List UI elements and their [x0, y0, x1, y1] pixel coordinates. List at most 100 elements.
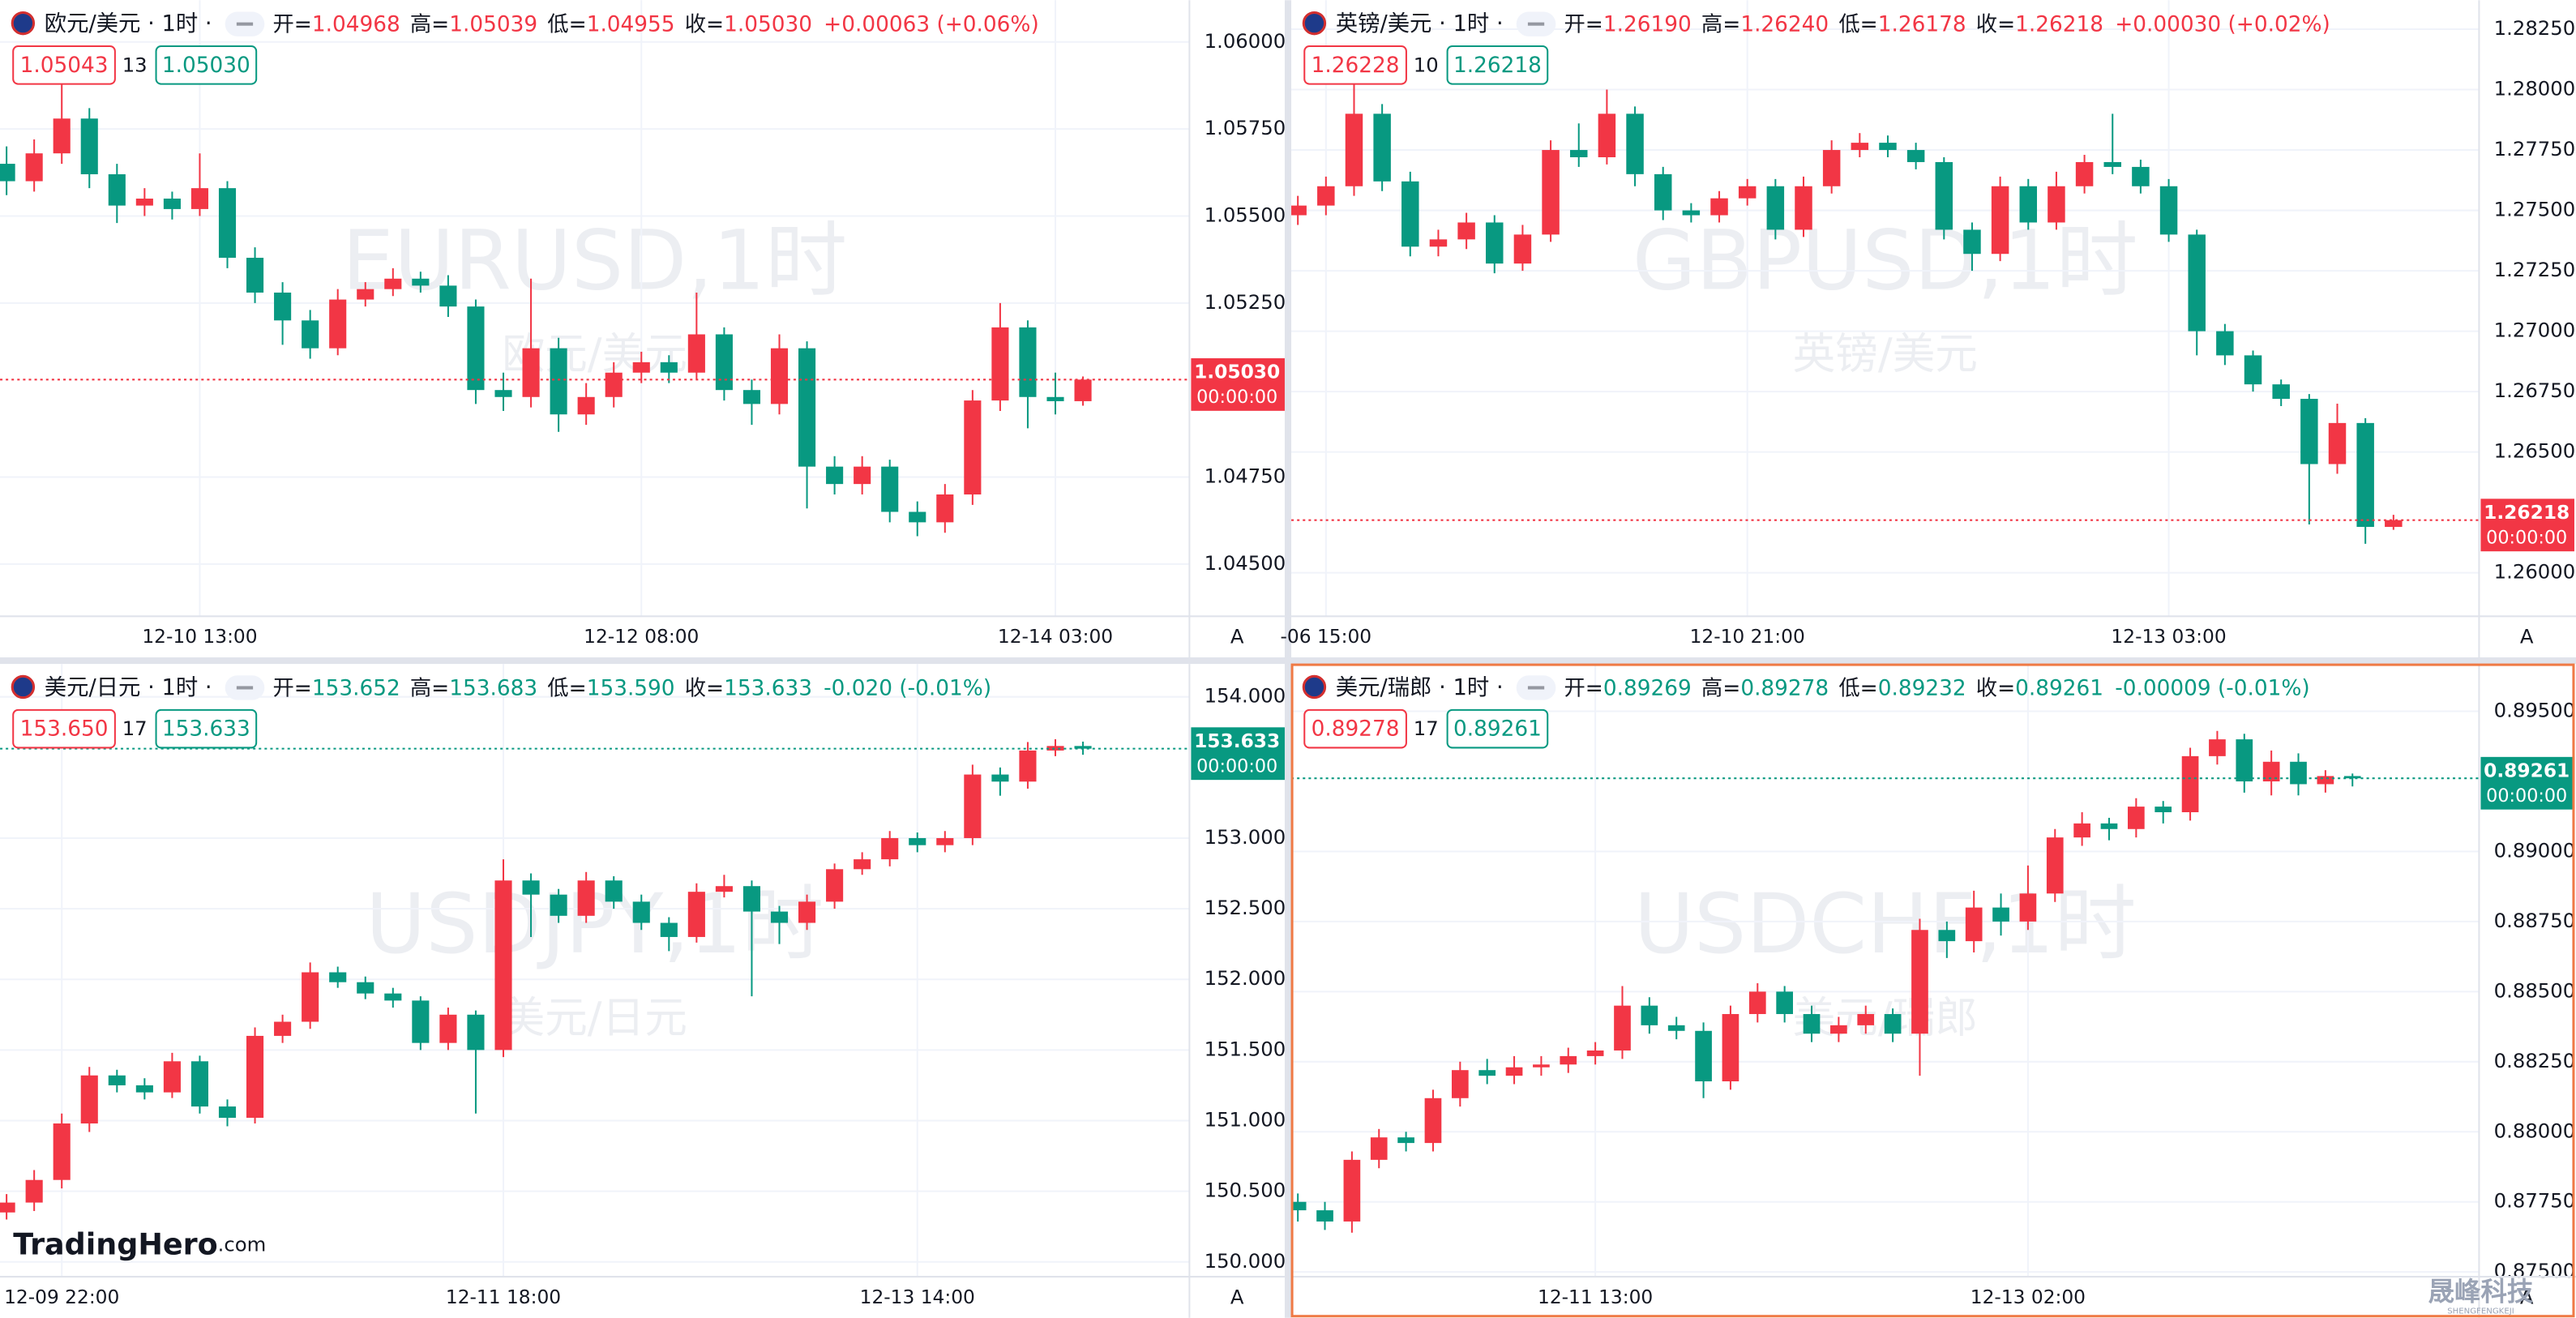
candle-body: [1291, 205, 1307, 216]
candle-body: [25, 1179, 43, 1203]
candle-body: [1667, 1025, 1685, 1031]
candle-body: [715, 886, 733, 892]
y-tick-label: 1.05500: [1205, 203, 1286, 226]
y-tick-label: 0.88250: [2494, 1049, 2576, 1072]
bid-box[interactable]: [1303, 45, 1407, 85]
candle-body: [53, 118, 71, 154]
candle-body: [384, 278, 402, 289]
candle-body: [2100, 823, 2118, 829]
bid-box[interactable]: [1303, 708, 1407, 749]
candle-body: [798, 348, 816, 467]
stat-label: 收=: [1976, 676, 2015, 700]
spread: 17: [122, 717, 148, 740]
y-tick-label: 152.000: [1205, 966, 1286, 990]
candle-body: [522, 880, 540, 895]
x-tick-label: 12-10 13:00: [142, 626, 257, 648]
y-tick-label: 151.000: [1205, 1108, 1286, 1132]
stat-value: 153.590: [587, 676, 675, 700]
stat-value: 0.89278: [1740, 676, 1829, 700]
y-tick-label: 1.28000: [2494, 77, 2576, 101]
price-label-box: [2480, 499, 2574, 552]
watermark: GBPUSD,1时: [1632, 212, 2138, 308]
y-tick-label: 0.89500: [2494, 699, 2576, 722]
candle-body: [991, 327, 1009, 401]
bid-box[interactable]: [12, 45, 116, 85]
stat-label: 开=: [1564, 676, 1603, 700]
stat-label: 收=: [1976, 12, 2015, 36]
candle-body: [2300, 399, 2318, 464]
y-tick-label: 150.500: [1205, 1179, 1286, 1202]
x-tick-label: 12-14 03:00: [998, 626, 1113, 648]
candle-body: [494, 880, 512, 1051]
axis-mode-button[interactable]: A: [2520, 625, 2534, 648]
candle-body: [522, 348, 540, 397]
candle-body: [1738, 186, 1757, 199]
y-tick-label: 154.000: [1205, 684, 1286, 708]
y-tick-label: 1.26750: [2494, 379, 2576, 402]
change: +0.00030 (+0.02%): [2115, 12, 2330, 36]
candle-body: [1991, 186, 2009, 255]
candle-body: [1046, 396, 1064, 401]
x-tick-label: 12-09 22:00: [4, 1286, 119, 1308]
candle-body: [2385, 520, 2403, 528]
candle-body: [687, 892, 705, 937]
candle-body: [1586, 1050, 1604, 1056]
symbol-title: 美元/日元 · 1时 ·: [45, 675, 212, 700]
stat-value: 1.04968: [312, 12, 400, 36]
candle-body: [826, 869, 844, 902]
candle-body: [1074, 379, 1092, 401]
candle-body: [384, 993, 402, 1001]
axis-mode-button[interactable]: A: [1230, 1285, 1244, 1308]
flag-icon: [11, 11, 36, 36]
stat-label: 低=: [1838, 676, 1877, 700]
bid-box[interactable]: [12, 708, 116, 749]
candle-body: [135, 199, 153, 206]
candle-body: [1992, 907, 2009, 922]
active-panel-border: [1290, 663, 2575, 1318]
bid: 1.05043: [20, 53, 109, 78]
candle-body: [854, 859, 871, 870]
y-tick-label: 152.500: [1205, 896, 1286, 919]
candle-body: [53, 1123, 71, 1180]
ask-box[interactable]: [1446, 45, 1549, 85]
candle-body: [2073, 823, 2090, 838]
x-tick-label: 12-10 21:00: [1690, 626, 1805, 648]
stat-value: 1.26178: [1878, 12, 1966, 36]
candles: [1291, 60, 2403, 544]
candle-body: [1019, 750, 1037, 782]
ask-box[interactable]: [1446, 708, 1549, 749]
candle-body: [2272, 384, 2290, 400]
price-label: 0.89261: [2484, 760, 2570, 782]
candle-body: [1370, 1137, 1388, 1160]
candle-body: [1857, 1014, 1875, 1025]
ohlc-stats: 开=1.04968 高=1.05039 低=1.04955 收=1.05030 +0.0…: [272, 12, 1038, 36]
watermark-sub: 英镑/美元: [1792, 330, 1978, 379]
candle-body: [881, 837, 899, 860]
ask-box[interactable]: [155, 45, 258, 85]
candle-body: [80, 1075, 98, 1123]
candle-body: [1935, 161, 1953, 230]
ask-box[interactable]: [155, 708, 258, 749]
axis-mode-button[interactable]: A: [2520, 1285, 2534, 1308]
candle-body: [329, 972, 347, 982]
candle-body: [274, 1021, 292, 1036]
countdown: 00:00:00: [2486, 527, 2567, 548]
x-tick-label: 12-13 02:00: [1971, 1286, 2086, 1308]
symbol-title: 欧元/美元 · 1时 ·: [45, 11, 212, 36]
x-tick-label: 12-13 14:00: [860, 1286, 975, 1308]
candle-body: [1451, 1070, 1469, 1098]
ask: 1.26218: [1453, 53, 1542, 78]
candle-body: [2159, 186, 2178, 235]
countdown: 00:00:00: [1196, 387, 1277, 408]
candle-body: [881, 466, 899, 512]
candle-body: [2236, 739, 2253, 781]
y-tick-label: 1.06000: [1205, 29, 1286, 53]
logo: TradingHero.com: [13, 1226, 266, 1261]
axis-mode-button[interactable]: A: [1230, 625, 1244, 648]
candle-body: [1401, 181, 1419, 247]
candle-body: [1626, 113, 1644, 174]
candle-body: [163, 1061, 181, 1093]
candle-body: [660, 922, 678, 937]
